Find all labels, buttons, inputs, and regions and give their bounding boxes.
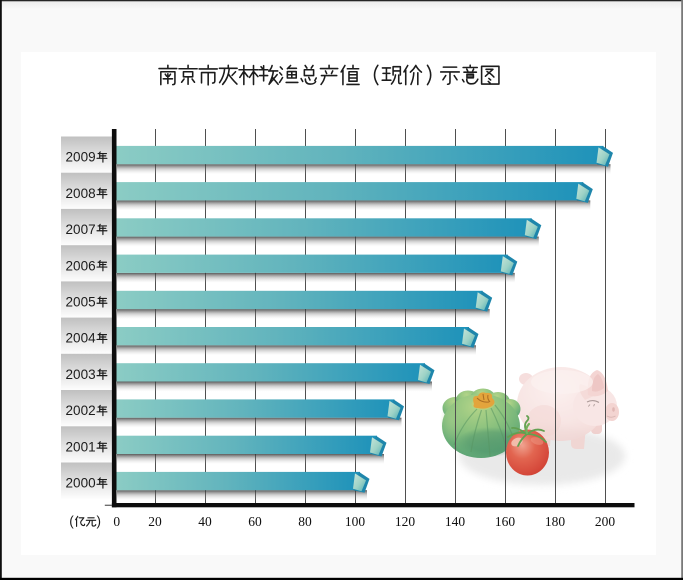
- svg-text:140: 140: [445, 514, 466, 529]
- svg-text:120: 120: [395, 514, 416, 529]
- svg-text:200: 200: [595, 514, 616, 529]
- svg-text:2005: 2005: [66, 295, 96, 310]
- svg-text:2001: 2001: [66, 439, 96, 454]
- svg-text:80: 80: [298, 514, 312, 529]
- svg-text:): ): [97, 514, 102, 529]
- svg-text:160: 160: [495, 514, 516, 529]
- svg-text:2006: 2006: [66, 258, 96, 273]
- svg-text:(: (: [69, 514, 74, 529]
- svg-text:40: 40: [198, 514, 212, 529]
- svg-text:20: 20: [148, 514, 162, 529]
- svg-text:2000: 2000: [66, 476, 96, 491]
- svg-text:2003: 2003: [66, 367, 96, 382]
- svg-text:180: 180: [545, 514, 566, 529]
- svg-text:2002: 2002: [66, 403, 96, 418]
- svg-text:2008: 2008: [66, 186, 96, 201]
- svg-text:2004: 2004: [66, 331, 97, 346]
- svg-text:0: 0: [113, 514, 120, 529]
- svg-text:2007: 2007: [66, 222, 96, 237]
- svg-text:2009: 2009: [66, 150, 96, 165]
- svg-text:100: 100: [345, 514, 366, 529]
- svg-text:60: 60: [248, 514, 262, 529]
